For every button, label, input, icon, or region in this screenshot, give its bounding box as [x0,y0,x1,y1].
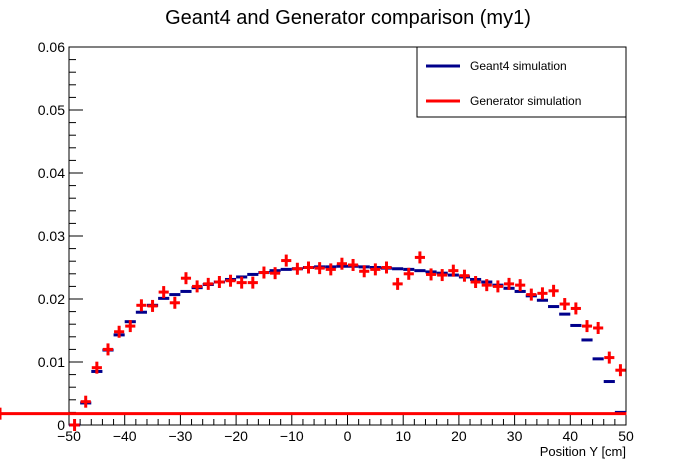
generator-point [470,275,481,288]
chart-title: Geant4 and Generator comparison (my1) [165,7,531,29]
generator-point [359,265,370,278]
y-tick-label: 0.03 [38,228,65,244]
generator-point [136,299,147,312]
x-tick-label: 40 [563,428,579,444]
generator-point [180,272,192,285]
generator-point [581,320,593,333]
generator-point [370,263,381,276]
generator-point [503,277,515,290]
generator-point [91,361,102,374]
x-tick-label: 0 [344,428,352,444]
generator-point [425,268,437,281]
generator-point [214,275,225,288]
y-tick-label: 0.01 [38,354,65,370]
x-tick-label: −10 [280,428,304,444]
generator-point [114,325,125,338]
generator-point [236,276,247,289]
generator-point [492,280,503,293]
y-tick-label: 0.02 [38,291,65,307]
legend: Geant4 simulation Generator simulation [416,46,627,118]
generator-point [303,261,314,274]
generator-point [325,263,336,276]
generator-point [481,279,492,292]
series-layer [0,251,627,431]
generator-point [593,321,604,334]
generator-point [292,262,303,275]
x-axis-title: Position Y [cm] [540,444,626,459]
generator-point [147,299,158,312]
x-tick-label: 10 [395,428,411,444]
generator-point [158,286,169,299]
legend-label-generator: Generator simulation [470,94,581,108]
generator-point [225,274,236,287]
generator-point [414,251,425,264]
generator-point [281,254,292,267]
y-tick-label: 0.04 [38,165,65,181]
generator-point [548,284,559,297]
generator-point [203,277,214,290]
generator-point [437,269,448,282]
generator-point [459,269,470,282]
generator-point [80,395,91,408]
generator-point [392,277,403,290]
y-tick-label: 0.05 [38,102,65,118]
x-tick-label: 50 [618,428,634,444]
generator-point [559,298,570,311]
y-tick-label: 0 [57,417,65,433]
generator-point [247,276,258,289]
x-tick-label: −30 [169,428,193,444]
generator-point [348,258,359,271]
generator-point [258,266,270,279]
generator-point [537,287,548,300]
generator-point [615,364,626,377]
generator-point [604,351,615,364]
generator-point [570,302,581,315]
generator-point [314,262,325,275]
legend-label-geant4: Geant4 simulation [470,59,567,73]
generator-point [102,343,114,356]
x-tick-label: −20 [224,428,248,444]
generator-point [336,257,347,270]
y-axis: 0 0.01 0.02 0.03 0.04 0.05 0.06 [38,39,83,433]
generator-point [69,419,80,431]
generator-point [526,288,537,301]
x-tick-label: −50 [57,428,81,444]
generator-point [0,407,627,420]
generator-point [515,279,526,292]
generator-point [381,261,392,274]
generator-point [169,296,180,309]
x-tick-label: −40 [113,428,137,444]
generator-point [192,280,203,293]
y-tick-label: 0.06 [38,39,65,55]
x-axis: −50 −40 −30 −20 −10 0 10 20 30 40 50 [57,414,634,444]
x-tick-label: 30 [507,428,523,444]
x-tick-label: 20 [451,428,467,444]
generator-point [125,320,136,333]
generator-point [270,267,281,280]
generator-point [403,267,414,280]
generator-point [448,264,459,277]
legend-box [416,46,627,118]
